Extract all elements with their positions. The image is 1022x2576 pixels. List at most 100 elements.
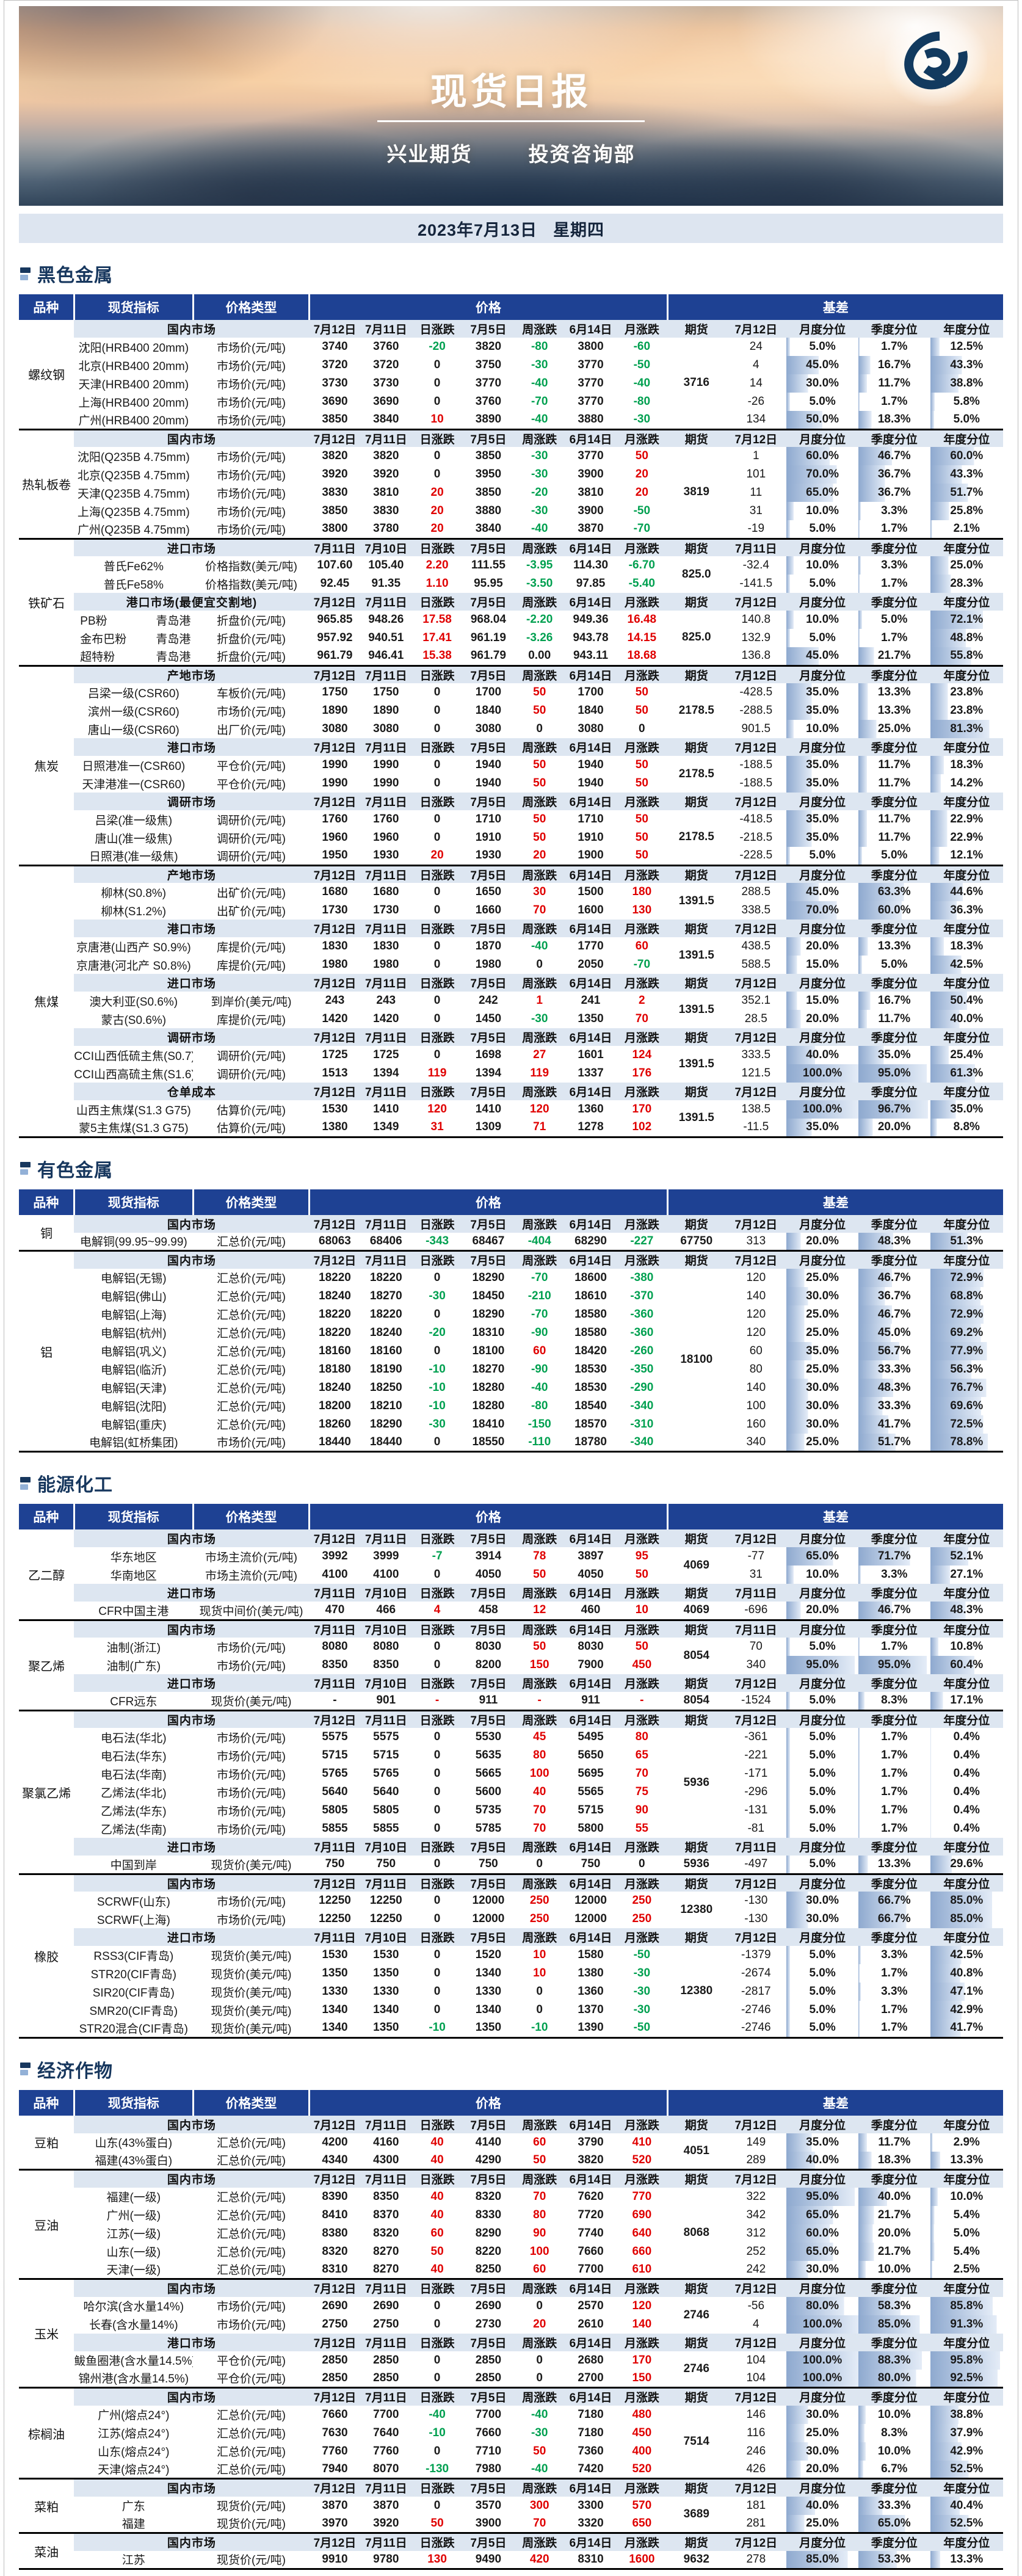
price-value-cell: 3820 (462, 338, 514, 356)
price-col-label: 月涨跌 (616, 2387, 668, 2406)
change-value-cell: 0 (411, 1946, 463, 1964)
change-value-cell: 70 (513, 2514, 565, 2533)
futures-price-cell: 8054 (667, 1692, 726, 1710)
percentile-cell: 1.7% (858, 2001, 930, 2019)
basis-value-cell: -288.5 (725, 702, 787, 720)
table-header-row: 品种 现货指标 价格类型 价格 基差 (19, 294, 1003, 320)
price-value-cell: 1330 (360, 1983, 412, 2001)
percentile-cell: 60.0% (786, 2224, 858, 2243)
indicator-port: 青岛港 (156, 614, 191, 628)
block-subheader-row: 港口市场 7月12日 7月11日 日涨跌 7月5日 周涨跌 6月14日 月涨跌 期货 7月12日月… (19, 2333, 1003, 2351)
price-col-label: 7月12日 (309, 974, 361, 992)
change-value-cell: 50 (616, 847, 668, 865)
data-row: SMR20(CIF青岛) 现货价(美元/吨) 1340 1340 0 1340 0 1370-… (19, 2001, 1003, 2019)
price-value-cell: 7700 (360, 2405, 412, 2424)
change-value-cell: -343 (411, 1232, 463, 1251)
price-value-cell: 750 (565, 1856, 617, 1874)
basis-date-label: 7月12日 (725, 1250, 787, 1269)
pct-col-label: 月度分位 (786, 1619, 858, 1638)
percentile-cell: 100.0% (786, 1100, 858, 1119)
indicator-port: 青岛港 (156, 650, 191, 664)
indicator-cell: 京唐港(山西产 S0.9%) (74, 937, 194, 956)
price-value-cell: 1870 (462, 937, 514, 956)
indicator-cell: STR20混合(CIF青岛) (74, 2019, 194, 2037)
price-value-cell: 5695 (565, 1765, 617, 1783)
price-value-cell: 12250 (360, 1892, 412, 1910)
indicator-cell: 沈阳(HRB400 20mm) (74, 338, 194, 356)
change-value-cell: 0 (513, 720, 565, 738)
percentile-cell: 68.8% (930, 1286, 1003, 1305)
percentile-cell: 53.3% (858, 2550, 930, 2569)
price-value-cell: 1350 (309, 1964, 361, 1983)
percentile-cell: 28.3% (930, 575, 1003, 593)
percentile-cell: 66.7% (858, 1892, 930, 1910)
price-value-cell: 8270 (360, 2242, 412, 2261)
percentile-cell: 30.0% (786, 1892, 858, 1910)
data-row: 蒙古(S0.6%) 库提价(元/吨) 1420 1420 0 1450 -30 1350 70 2… (19, 1010, 1003, 1028)
market-block-label: 国内市场 (74, 2532, 310, 2551)
price-col-label: 月涨跌 (616, 2278, 668, 2297)
price-value-cell: 95.95 (462, 575, 514, 593)
price-col-label: 7月11日 (360, 2333, 412, 2351)
data-row: 天津(HRB400 20mm) 市场价(元/吨) 3730 3730 0 3770 -40 3… (19, 374, 1003, 393)
change-value-cell: 78 (513, 1547, 565, 1566)
price-value-cell: 1750 (309, 683, 361, 702)
price-value-cell: 7720 (565, 2205, 617, 2224)
price-type-cell: 汇总价(元/吨) (193, 1286, 310, 1305)
percentile-cell: 38.8% (930, 2405, 1003, 2424)
price-value-cell: 8380 (309, 2224, 361, 2243)
pct-col-label: 年度分位 (930, 1838, 1003, 1856)
basis-value-cell: 138.5 (725, 1100, 787, 1119)
change-value-cell: 0 (513, 2001, 565, 2019)
price-type-cell: 平仓价(元/吨) (193, 2351, 310, 2370)
basis-value-cell: 1 (725, 447, 787, 465)
data-row: 沈阳(HRB400 20mm) 市场价(元/吨) 3740 3760 -20 3820 -8… (19, 338, 1003, 429)
price-type-cell: 现货价(美元/吨) (193, 1692, 310, 1710)
basis-value-cell: 4 (725, 2315, 787, 2334)
indicator-cell: 广东 (74, 2496, 194, 2515)
price-col-label: 日涨跌 (411, 864, 463, 883)
futures-price-cell: 67750 (667, 1232, 726, 1251)
price-col-label: 周涨跌 (513, 2478, 565, 2497)
market-block-label: 仓单成本 (74, 1083, 310, 1100)
price-type-cell: 现货价(美元/吨) (193, 2019, 310, 2037)
price-value-cell: 8080 (360, 1638, 412, 1656)
percentile-cell: 85.0% (786, 2550, 858, 2569)
price-value-cell: 7360 (565, 2442, 617, 2461)
change-value-cell: 0 (616, 1856, 668, 1874)
percentile-cell: 72.9% (930, 1305, 1003, 1324)
basis-date-label: 7月12日 (725, 2387, 787, 2406)
price-value-cell: 4140 (462, 2133, 514, 2152)
change-value-cell: 660 (616, 2242, 668, 2261)
change-value-cell: 50 (513, 702, 565, 720)
percentile-cell: 48.3% (858, 1232, 930, 1251)
data-row: 广东 现货价(元/吨) 3870 3870 0 3570 300 3300 570 3689 181… (19, 2496, 1003, 2533)
percentile-cell: 35.0% (786, 810, 858, 829)
price-col-label: 日涨跌 (411, 2478, 463, 2497)
data-row: 澳大利亚(S0.6%) 到岸价(美元/吨) 243 243 0 242 1 241 2 1391.… (19, 992, 1003, 1028)
price-col-label: 周涨跌 (513, 428, 565, 447)
price-col-label: 周涨跌 (513, 920, 565, 937)
price-type-cell: 汇总价(元/吨) (193, 1268, 310, 1287)
percentile-cell: 1.7% (858, 629, 930, 647)
price-type-cell: 汇总价(元/吨) (193, 2133, 310, 2152)
percentile-cell: 23.8% (930, 683, 1003, 702)
price-type-cell: 市场价(元/吨) (193, 1433, 310, 1452)
percentile-cell: 35.0% (786, 756, 858, 774)
data-row: 广州(熔点24°) 汇总价(元/吨) 7660 7700 -40 7700 -40 7180 4… (19, 2405, 1003, 2479)
change-value-cell: 71 (513, 1119, 565, 1137)
block-subheader-row: 进口市场 7月11日 7月10日 日涨跌 7月5日 周涨跌 6月14日 月涨跌 期货 7月12日月… (19, 1674, 1003, 1692)
price-value-cell: 1340 (462, 2001, 514, 2019)
change-value-cell: 90 (513, 2224, 565, 2243)
futures-col-label: 期货 (667, 2333, 726, 2351)
price-value-cell: 8310 (309, 2260, 361, 2279)
price-type-cell: 汇总价(元/吨) (193, 2442, 310, 2461)
percentile-cell: 96.7% (858, 1100, 930, 1119)
indicator-cell: 北京(HRB400 20mm) (74, 356, 194, 374)
variety-label: 焦炭 (19, 664, 74, 865)
price-col-label: 7月5日 (462, 428, 514, 447)
change-value-cell: 640 (616, 2224, 668, 2243)
change-value-cell: -40 (513, 2405, 565, 2424)
price-value-cell: 18240 (309, 1378, 361, 1397)
price-col-label: 日涨跌 (411, 1214, 463, 1233)
